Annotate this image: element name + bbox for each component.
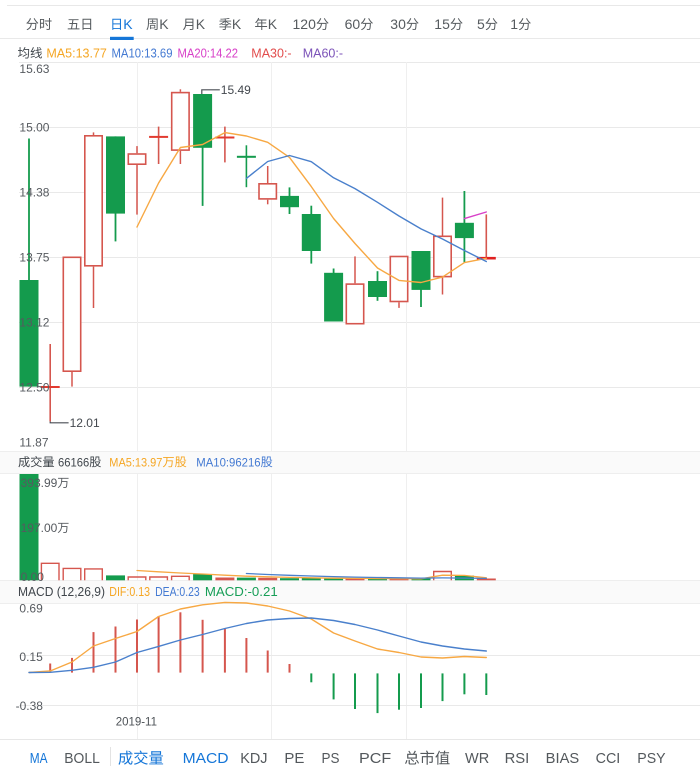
- svg-text:WR: WR: [465, 751, 489, 767]
- svg-text:KDJ: KDJ: [240, 751, 267, 767]
- svg-text:15.63: 15.63: [19, 62, 49, 76]
- svg-text:MACD: MACD: [183, 751, 229, 767]
- svg-text:66166: 66166: [58, 455, 89, 469]
- svg-text:12.01: 12.01: [70, 416, 100, 430]
- svg-text:120: 120: [293, 16, 317, 32]
- svg-text:60: 60: [345, 16, 361, 32]
- svg-text:MA60:-: MA60:-: [303, 47, 343, 61]
- svg-text:0.00: 0.00: [21, 570, 45, 584]
- svg-text:K: K: [232, 16, 242, 32]
- svg-text:PSY: PSY: [637, 751, 666, 767]
- svg-text:393.99: 393.99: [21, 476, 58, 490]
- svg-text:K: K: [123, 16, 133, 32]
- svg-text:PE: PE: [284, 751, 304, 767]
- svg-text:0.15: 0.15: [19, 650, 43, 664]
- svg-text:30: 30: [390, 16, 406, 32]
- svg-text:15.00: 15.00: [19, 120, 49, 134]
- svg-text:15.49: 15.49: [221, 83, 251, 97]
- svg-text:MA5:13.97: MA5:13.97: [109, 455, 162, 469]
- svg-text:14.38: 14.38: [19, 185, 49, 199]
- svg-text:BIAS: BIAS: [546, 751, 580, 767]
- svg-text:MA: MA: [30, 751, 48, 767]
- svg-text:5: 5: [477, 16, 485, 32]
- svg-text:MA5:13.77: MA5:13.77: [46, 47, 107, 61]
- svg-text:RSI: RSI: [505, 751, 530, 767]
- svg-text:PCF: PCF: [359, 751, 391, 767]
- svg-text:0.69: 0.69: [19, 601, 43, 615]
- svg-text:MACD:-0.21: MACD:-0.21: [205, 585, 278, 599]
- svg-text:13.12: 13.12: [19, 315, 49, 329]
- svg-text:DIF:0.13: DIF:0.13: [109, 585, 150, 599]
- svg-text:1: 1: [510, 16, 518, 32]
- svg-text:11.87: 11.87: [19, 436, 48, 450]
- svg-text:-0.38: -0.38: [16, 699, 44, 713]
- svg-text:BOLL: BOLL: [64, 751, 100, 767]
- svg-text:CCI: CCI: [596, 751, 621, 767]
- svg-text:MACD (12,26,9): MACD (12,26,9): [18, 585, 105, 599]
- svg-text:13.75: 13.75: [19, 250, 49, 264]
- svg-text:K: K: [196, 16, 206, 32]
- svg-text:MA20:14.22: MA20:14.22: [178, 47, 239, 61]
- svg-text:15: 15: [434, 16, 450, 32]
- svg-text:MA30:-: MA30:-: [251, 47, 291, 61]
- svg-text:2019-11: 2019-11: [116, 714, 158, 728]
- svg-text:K: K: [268, 16, 278, 32]
- svg-text:MA10:13.69: MA10:13.69: [112, 47, 173, 61]
- svg-text:12.50: 12.50: [19, 380, 49, 394]
- svg-text:MA10:96216: MA10:96216: [196, 455, 260, 469]
- svg-text:197.00: 197.00: [21, 521, 58, 535]
- svg-text:PS: PS: [322, 751, 340, 767]
- svg-text:K: K: [159, 16, 169, 32]
- svg-text:DEA:0.23: DEA:0.23: [155, 585, 200, 599]
